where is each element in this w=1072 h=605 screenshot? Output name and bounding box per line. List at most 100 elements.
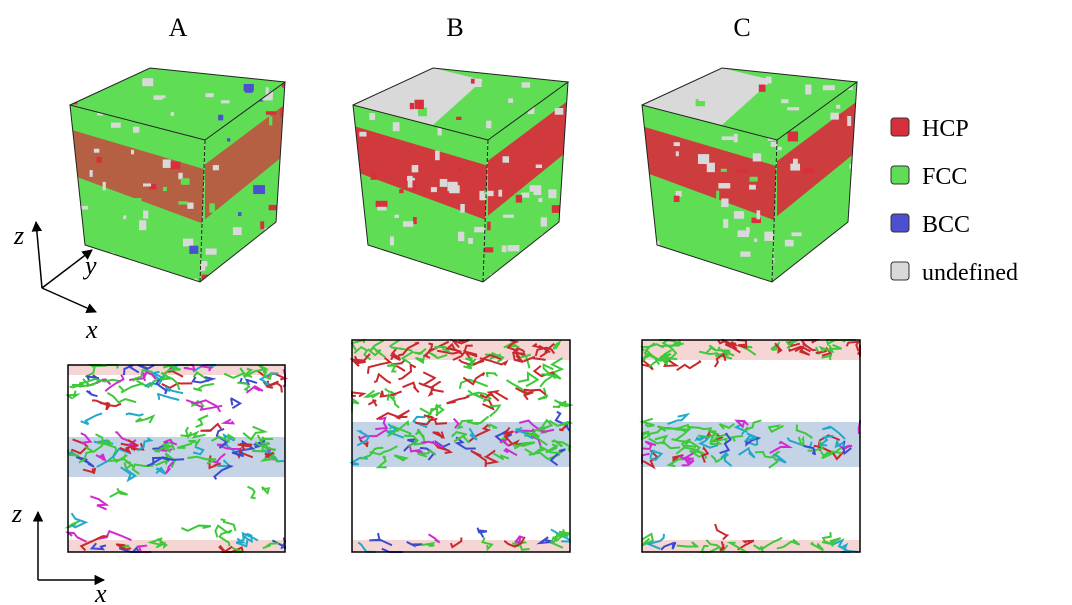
atom-patch	[410, 260, 418, 270]
atom-patch	[721, 169, 727, 172]
atom-patch	[736, 169, 747, 173]
atom-patch	[271, 228, 282, 231]
atom-patch	[81, 73, 85, 78]
atom-patch	[272, 263, 283, 272]
atom-patch	[719, 283, 723, 289]
dislocation-line	[68, 391, 77, 399]
atom-patch	[125, 286, 130, 295]
atom-patch	[850, 217, 859, 223]
dislocation-line	[352, 392, 364, 396]
atom-patch	[638, 290, 642, 297]
atom-patch	[718, 183, 730, 188]
atom-patch	[695, 261, 706, 271]
atom-patch	[364, 253, 375, 258]
atom-patch	[838, 239, 845, 244]
atom-patch	[354, 251, 363, 259]
atom-patch	[503, 156, 509, 162]
dislocation-line	[100, 403, 110, 410]
atom-patch	[441, 255, 453, 262]
atom-patch	[853, 66, 859, 75]
atom-patch	[803, 168, 814, 174]
atom-patch	[163, 187, 167, 191]
atom-patch	[410, 103, 414, 109]
atom-patch	[849, 164, 855, 169]
atom-patch	[230, 275, 242, 284]
atom-patch	[131, 150, 134, 155]
atom-patch	[698, 282, 709, 287]
atom-patch	[644, 194, 648, 204]
atom-patch	[270, 257, 276, 265]
atom-patch	[512, 258, 520, 267]
dislocation-line	[180, 433, 205, 437]
atom-patch	[685, 100, 695, 105]
dislocation-line	[374, 374, 391, 383]
atom-patch	[206, 248, 217, 254]
atom-patch	[780, 216, 790, 222]
atom-patch	[460, 204, 464, 213]
atom-patch	[567, 166, 578, 173]
atom-patch	[511, 287, 518, 292]
panel	[68, 365, 285, 552]
atom-patch	[750, 177, 758, 182]
dislocation-line	[200, 424, 221, 431]
atom-patch	[281, 224, 291, 228]
dislocation-line	[368, 358, 390, 374]
dislocation-line	[81, 413, 102, 424]
atom-patch	[219, 267, 224, 277]
atom-patch	[669, 262, 677, 267]
atom-patch	[122, 70, 129, 76]
atom-patch	[281, 108, 293, 117]
atom-patch	[657, 81, 662, 90]
atom-patch	[278, 280, 282, 285]
atom-patch	[674, 196, 680, 202]
atom-patch	[723, 219, 728, 228]
atom-patch	[286, 170, 294, 179]
atom-patch	[502, 246, 507, 253]
atom-patch	[503, 215, 514, 218]
dislocation-line	[490, 405, 500, 416]
atom-patch	[514, 72, 520, 76]
dislocation-line	[352, 399, 359, 411]
atom-patch	[566, 168, 576, 172]
atom-patch	[851, 72, 855, 77]
atom-patch	[835, 76, 843, 80]
dislocation-line	[463, 373, 484, 384]
dislocation-line	[248, 487, 256, 499]
dislocation-line	[431, 381, 443, 392]
atom-patch	[369, 113, 375, 120]
atom-patch	[781, 276, 787, 280]
atom-patch	[369, 89, 372, 95]
atom-patch	[201, 112, 206, 117]
atom-patch	[153, 242, 162, 251]
dislocation-line	[368, 399, 376, 406]
atom-patch	[142, 78, 153, 86]
atom-patch	[522, 66, 529, 75]
atom-patch	[343, 199, 354, 207]
atom-patch	[756, 210, 760, 219]
atom-patch	[498, 110, 509, 120]
atom-patch	[67, 168, 71, 173]
atom-patch	[805, 85, 811, 95]
atom-patch	[258, 288, 268, 294]
atom-patch	[119, 201, 130, 208]
atom-patch	[171, 289, 178, 294]
atom-patch	[132, 287, 141, 296]
atom-patch	[754, 238, 757, 241]
atom-patch	[462, 108, 471, 117]
dislocation-line	[715, 524, 727, 539]
atom-patch	[440, 179, 447, 187]
atom-patch	[726, 78, 733, 86]
atom-patch	[347, 74, 356, 79]
atom-patch	[72, 219, 82, 227]
dislocation-line	[181, 526, 210, 531]
legend-swatch	[891, 262, 909, 280]
atom-patch	[538, 266, 544, 274]
atom-patch	[62, 199, 67, 203]
atom-patch	[764, 232, 773, 241]
atom-patch	[712, 287, 720, 291]
atom-patch	[287, 161, 299, 171]
atom-patch	[674, 142, 680, 146]
atom-patch	[111, 123, 121, 128]
atom-patch	[259, 249, 269, 259]
atom-patch	[848, 243, 857, 246]
